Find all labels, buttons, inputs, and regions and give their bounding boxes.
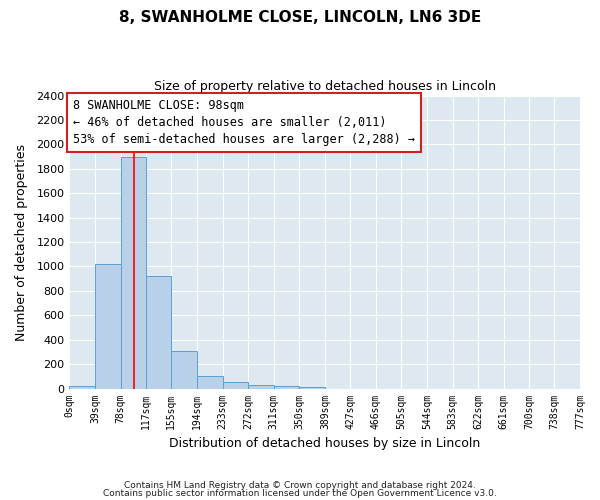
Bar: [171, 350, 197, 389]
Title: Size of property relative to detached houses in Lincoln: Size of property relative to detached ho…: [154, 80, 496, 93]
Bar: [223, 382, 248, 388]
Bar: [146, 276, 171, 388]
Bar: [121, 156, 146, 388]
Text: Contains public sector information licensed under the Open Government Licence v3: Contains public sector information licen…: [103, 488, 497, 498]
Bar: [95, 264, 121, 388]
Bar: [197, 376, 223, 388]
Bar: [299, 387, 325, 388]
Y-axis label: Number of detached properties: Number of detached properties: [15, 144, 28, 340]
Text: 8, SWANHOLME CLOSE, LINCOLN, LN6 3DE: 8, SWANHOLME CLOSE, LINCOLN, LN6 3DE: [119, 10, 481, 25]
Bar: [70, 386, 95, 388]
Bar: [248, 385, 274, 388]
Bar: [274, 386, 299, 388]
Text: 8 SWANHOLME CLOSE: 98sqm
← 46% of detached houses are smaller (2,011)
53% of sem: 8 SWANHOLME CLOSE: 98sqm ← 46% of detach…: [73, 99, 415, 146]
Text: Contains HM Land Registry data © Crown copyright and database right 2024.: Contains HM Land Registry data © Crown c…: [124, 481, 476, 490]
X-axis label: Distribution of detached houses by size in Lincoln: Distribution of detached houses by size …: [169, 437, 481, 450]
